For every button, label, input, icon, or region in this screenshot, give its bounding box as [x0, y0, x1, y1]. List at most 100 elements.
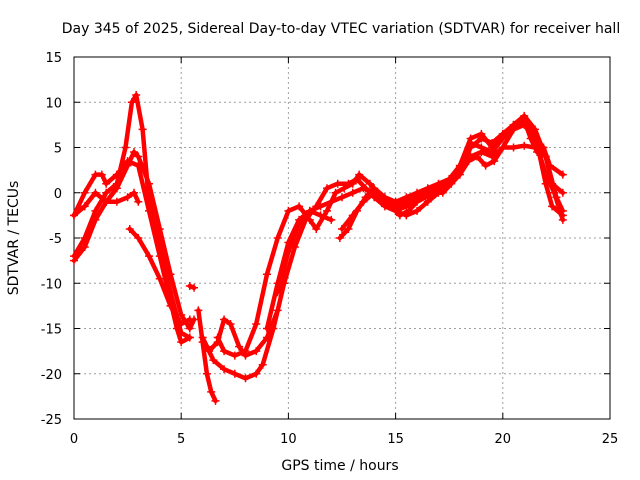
data-point — [235, 342, 244, 351]
data-point — [509, 143, 518, 152]
data-point — [130, 148, 139, 157]
series-line — [71, 149, 197, 331]
data-point — [112, 197, 121, 206]
data-point — [134, 197, 143, 206]
data-point — [102, 197, 111, 206]
data-point — [466, 143, 475, 152]
data-point — [490, 157, 499, 166]
data-point — [209, 356, 218, 365]
data-point — [70, 211, 78, 220]
data-point — [172, 324, 181, 333]
data-point — [145, 206, 154, 215]
data-point — [102, 188, 111, 197]
series-line — [275, 208, 334, 295]
data-point — [177, 319, 186, 328]
data-point — [230, 369, 239, 378]
data-point — [331, 188, 340, 197]
data-point — [305, 215, 314, 224]
y-tick-label: -10 — [41, 277, 62, 292]
data-point — [477, 134, 486, 143]
data-point — [391, 202, 400, 211]
data-point — [273, 234, 282, 242]
data-point — [202, 342, 211, 351]
y-tick-label: 5 — [54, 142, 62, 157]
data-point — [558, 170, 567, 179]
data-point — [481, 161, 490, 170]
data-point — [125, 224, 134, 233]
series-line — [71, 190, 141, 218]
data-point — [80, 202, 89, 211]
data-point — [155, 274, 164, 283]
data-point — [284, 206, 293, 215]
data-point — [509, 120, 518, 129]
x-tick-label: 5 — [177, 432, 185, 447]
series-line — [200, 308, 280, 358]
data-point — [338, 224, 346, 233]
data-point — [550, 188, 559, 197]
data-point — [322, 206, 331, 215]
data-point — [541, 179, 550, 188]
data-point — [185, 333, 194, 342]
data-point — [138, 125, 147, 134]
data-point — [252, 369, 261, 378]
data-point — [338, 193, 346, 202]
series-track-e — [125, 224, 194, 328]
data-point — [402, 197, 411, 206]
x-tick-label: 15 — [387, 432, 404, 447]
series-track-l — [273, 206, 336, 297]
data-point — [241, 374, 250, 383]
series-track-c — [70, 157, 194, 347]
x-tick-label: 25 — [602, 432, 619, 447]
y-axis-label: SDTVAR / TECUs — [6, 181, 22, 296]
y-tick-label: 15 — [45, 51, 62, 66]
data-point — [220, 315, 229, 324]
data-point — [327, 215, 336, 224]
data-point — [423, 197, 432, 206]
data-series — [70, 91, 567, 405]
data-point — [359, 184, 368, 193]
data-point — [91, 188, 100, 197]
data-point — [213, 333, 222, 342]
data-point — [316, 202, 325, 211]
y-tick-label: -15 — [41, 323, 62, 338]
data-point — [97, 170, 106, 179]
axis-ticks: 0 5 10 15 20 25 -25 -20 -15 -10 -5 0 5 10 15 — [41, 51, 619, 447]
data-point — [211, 396, 220, 405]
data-point — [185, 324, 194, 333]
chart-title: Day 345 of 2025, Sidereal Day-to-day VTE… — [62, 21, 620, 37]
series-track-n — [338, 116, 567, 233]
data-point — [198, 333, 207, 342]
data-point — [262, 324, 271, 333]
data-point — [262, 270, 271, 279]
data-point — [295, 220, 304, 229]
data-point — [121, 143, 130, 152]
y-tick-label: -25 — [41, 413, 62, 428]
data-point — [80, 243, 89, 252]
data-point — [80, 188, 89, 197]
data-point — [220, 347, 229, 356]
data-point — [322, 184, 331, 193]
data-point — [305, 206, 314, 215]
data-point — [530, 129, 539, 138]
data-point — [498, 129, 507, 138]
data-point — [558, 211, 567, 220]
data-point — [520, 116, 529, 125]
data-point — [134, 161, 143, 170]
data-point — [488, 138, 497, 147]
series-track-g — [194, 306, 220, 405]
data-point — [127, 98, 136, 107]
data-point — [413, 206, 422, 215]
data-point — [340, 184, 349, 193]
data-point — [123, 193, 132, 202]
data-point — [312, 224, 321, 233]
x-axis-label: GPS time / hours — [281, 458, 398, 474]
data-point — [123, 157, 132, 166]
data-point — [558, 188, 567, 197]
data-point — [185, 315, 194, 324]
data-point — [226, 319, 235, 328]
data-point — [455, 166, 464, 175]
data-point — [434, 184, 443, 193]
data-point — [252, 347, 261, 356]
data-point — [548, 202, 557, 211]
